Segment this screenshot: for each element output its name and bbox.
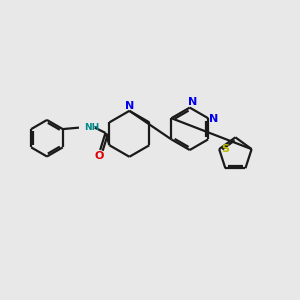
Text: N: N [209,114,218,124]
Text: NH: NH [84,123,100,132]
Text: N: N [188,97,197,107]
Text: N: N [125,100,135,110]
Text: S: S [221,144,229,154]
Text: O: O [95,151,104,161]
